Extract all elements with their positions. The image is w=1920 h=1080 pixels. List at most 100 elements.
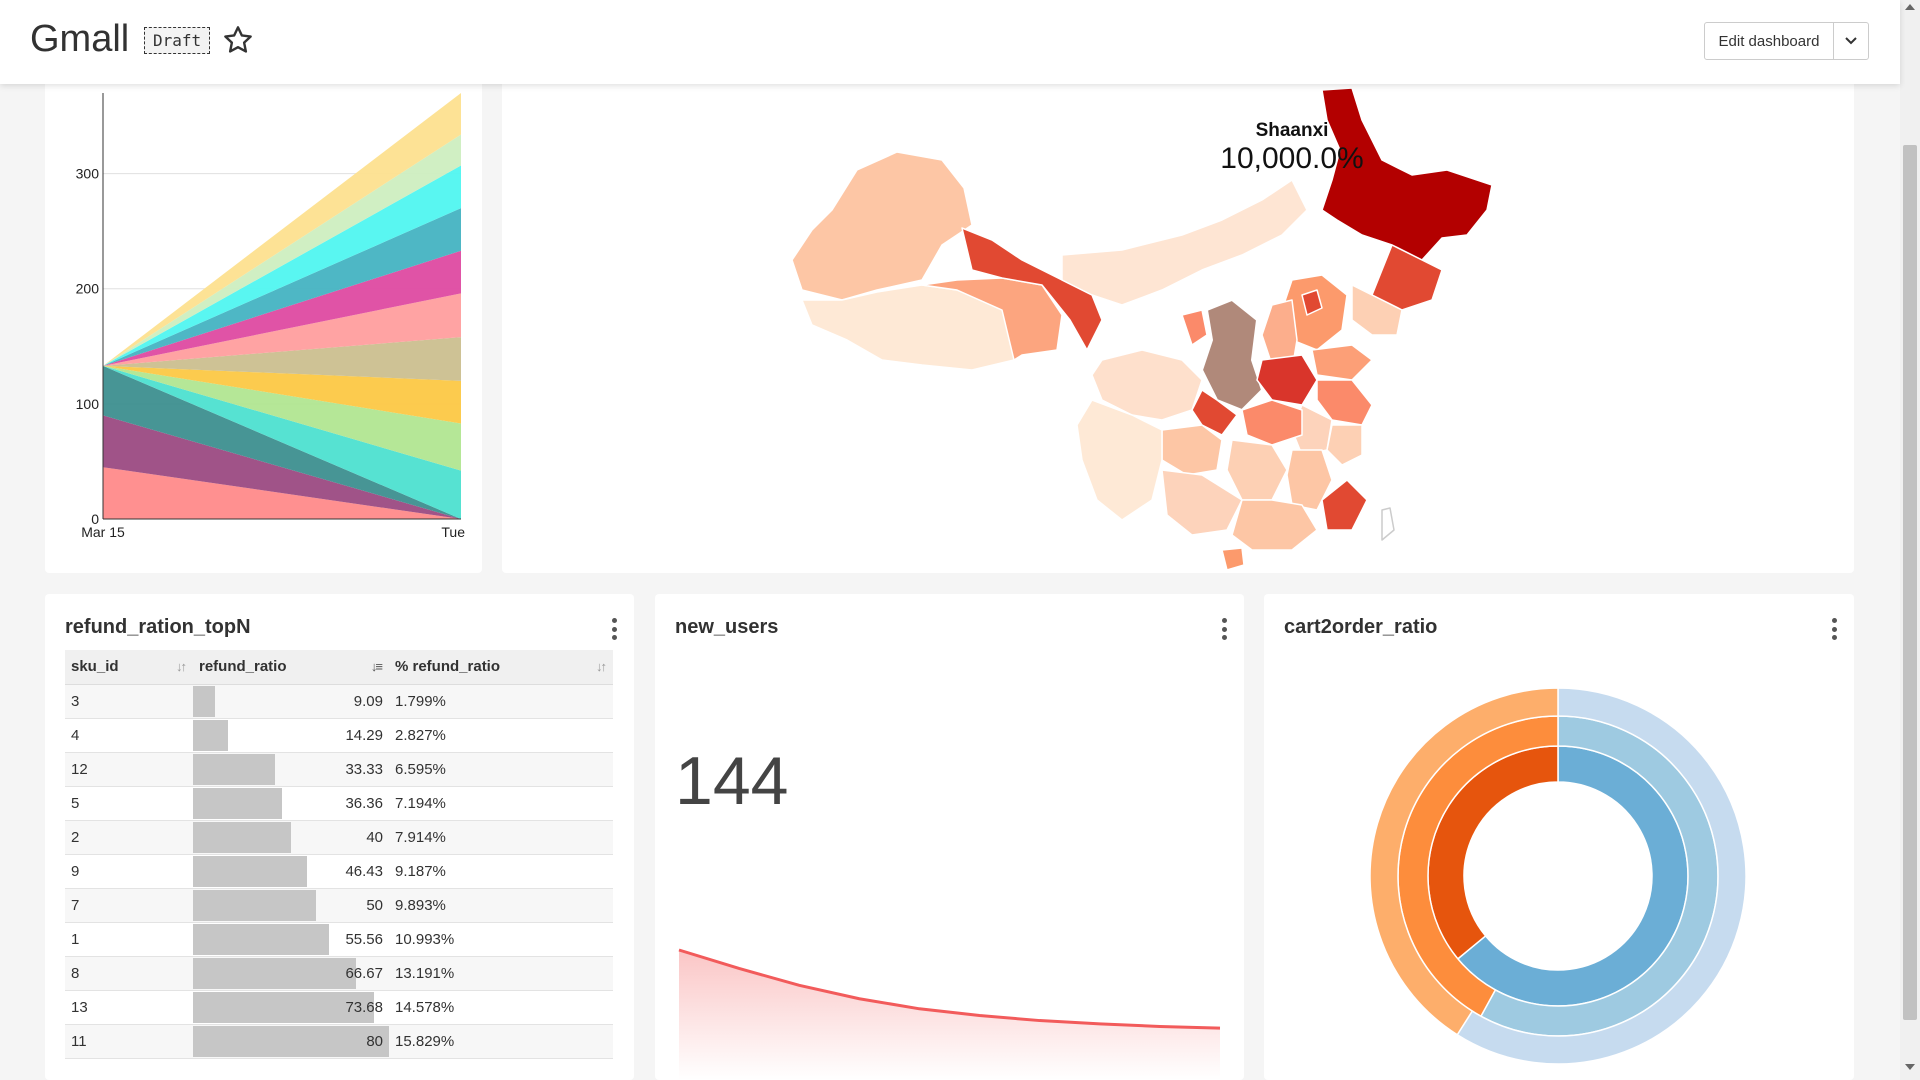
more-options-icon[interactable] [1220, 618, 1228, 640]
column-header-pct-refund-ratio[interactable]: % refund_ratio ↓↑ [389, 650, 613, 685]
cell-refund-ratio: 33.33 [193, 752, 389, 787]
cell-sku-id: 13 [65, 990, 193, 1025]
more-options-icon[interactable] [1830, 618, 1838, 640]
sort-icon[interactable]: ↓↑ [176, 659, 187, 674]
dashboard-header: Gmall Draft Edit dashboard [0, 0, 1900, 84]
map-tooltip-value: 10,000.0% [1220, 142, 1364, 175]
map-region-shandong [1311, 344, 1373, 381]
refund-bar [193, 855, 307, 887]
map-region-heilongjiang [1321, 87, 1493, 261]
refund-table: sku_id ↓↑ refund_ratio ↓≡ % refund_ratio… [65, 650, 613, 1059]
sort-icon[interactable]: ↓↑ [596, 659, 607, 674]
cell-sku-id: 5 [65, 786, 193, 821]
map-region-fujian [1321, 479, 1368, 531]
cell-pct-refund-ratio: 14.578% [389, 990, 613, 1025]
cell-pct-refund-ratio: 9.893% [389, 888, 613, 923]
y-tick-label: 300 [76, 166, 100, 182]
map-region-jilin [1371, 244, 1443, 311]
cell-sku-id: 8 [65, 956, 193, 991]
draft-badge[interactable]: Draft [144, 27, 211, 54]
trendline [678, 948, 1221, 1030]
refund-bar [193, 1025, 389, 1057]
scroll-down-icon[interactable] [1905, 1064, 1915, 1070]
area-band [103, 93, 461, 366]
area-band [103, 365, 461, 519]
map-region-yunnan [1076, 399, 1163, 521]
scroll-up-icon[interactable] [1905, 4, 1915, 10]
cell-refund-ratio: 36.36 [193, 786, 389, 821]
map-region-guangxi [1161, 469, 1243, 536]
refund-bar [193, 957, 357, 989]
map-region-guizhou [1161, 424, 1223, 476]
refund-bar [193, 923, 330, 955]
area-band [103, 365, 461, 471]
cell-sku-id: 12 [65, 752, 193, 787]
map-tooltip-region: Shaanxi [1255, 120, 1329, 141]
map-region-chongqing [1191, 389, 1238, 436]
table-row: 2 40 7.914% [65, 820, 613, 855]
stream-chart-card: 0 100 200 300 Mar 15 Tue [45, 60, 482, 573]
table-row: 5 36.36 7.194% [65, 786, 613, 821]
area-band [103, 467, 461, 519]
dashboard-title[interactable]: Gmall [30, 18, 130, 60]
cell-refund-ratio: 73.68 [193, 990, 389, 1025]
map-region-qinghai [921, 277, 1063, 361]
edit-dashboard-button[interactable]: Edit dashboard [1704, 22, 1834, 60]
cell-pct-refund-ratio: 7.194% [389, 786, 613, 821]
refund-bar [193, 753, 275, 785]
table-row: 3 9.09 1.799% [65, 684, 613, 719]
more-options-icon[interactable] [610, 618, 618, 640]
refund-bar [193, 821, 291, 853]
cell-sku-id: 3 [65, 684, 193, 719]
sort-icon[interactable]: ↓≡ [370, 659, 383, 674]
map-region-xinjiang [791, 151, 973, 301]
cell-refund-ratio: 66.67 [193, 956, 389, 991]
map-region-liaoning [1351, 284, 1403, 336]
cell-refund-ratio: 46.43 [193, 854, 389, 889]
map-region-sichuan [1091, 349, 1203, 421]
area-band [103, 337, 461, 381]
map-region-guangdong [1231, 499, 1318, 551]
cell-sku-id: 11 [65, 1024, 193, 1059]
page-scrollbar[interactable] [1900, 0, 1920, 1080]
map-region-jiangxi [1286, 449, 1333, 511]
area-band [103, 293, 461, 366]
map-region-gansu [961, 227, 1103, 351]
cart2order-title: cart2order_ratio [1284, 616, 1438, 638]
cell-pct-refund-ratio: 13.191% [389, 956, 613, 991]
sunburst-slice [1369, 687, 1559, 1036]
table-row: 11 80 15.829% [65, 1024, 613, 1059]
table-header-row: sku_id ↓↑ refund_ratio ↓≡ % refund_ratio… [65, 650, 613, 685]
table-row: 12 33.33 6.595% [65, 752, 613, 787]
y-tick-label: 100 [76, 396, 100, 412]
star-icon[interactable] [222, 24, 254, 56]
cart2order-card: cart2order_ratio [1264, 594, 1854, 1080]
map-region-henan [1256, 354, 1318, 406]
cell-pct-refund-ratio: 2.827% [389, 718, 613, 753]
map-region-ningxia [1181, 309, 1208, 346]
y-tick-label: 0 [91, 511, 99, 527]
chevron-down-icon[interactable] [1833, 22, 1869, 60]
scroll-thumb[interactable] [1903, 145, 1917, 1020]
area-band [103, 365, 461, 424]
x-tick-label: Mar 15 [81, 524, 125, 540]
cell-pct-refund-ratio: 9.187% [389, 854, 613, 889]
trendline-area [679, 950, 1220, 1080]
new-users-title: new_users [675, 616, 779, 638]
cell-refund-ratio: 80 [193, 1024, 389, 1059]
cell-pct-refund-ratio: 10.993% [389, 922, 613, 957]
column-header-refund-ratio[interactable]: refund_ratio ↓≡ [193, 650, 389, 685]
cell-refund-ratio: 40 [193, 820, 389, 855]
cell-refund-ratio: 55.56 [193, 922, 389, 957]
china-map-card: Shaanxi 10,000.0% [502, 60, 1854, 573]
cell-sku-id: 4 [65, 718, 193, 753]
cell-sku-id: 9 [65, 854, 193, 889]
column-header-sku-id[interactable]: sku_id ↓↑ [65, 650, 193, 685]
cell-refund-ratio: 14.29 [193, 718, 389, 753]
refund-table-title: refund_ration_topN [65, 616, 251, 638]
trendline-chart [678, 948, 1221, 1080]
big-number-value: 144 [675, 743, 789, 819]
china-map [791, 87, 1493, 571]
cell-pct-refund-ratio: 1.799% [389, 684, 613, 719]
map-region-zhejiang [1326, 424, 1363, 466]
